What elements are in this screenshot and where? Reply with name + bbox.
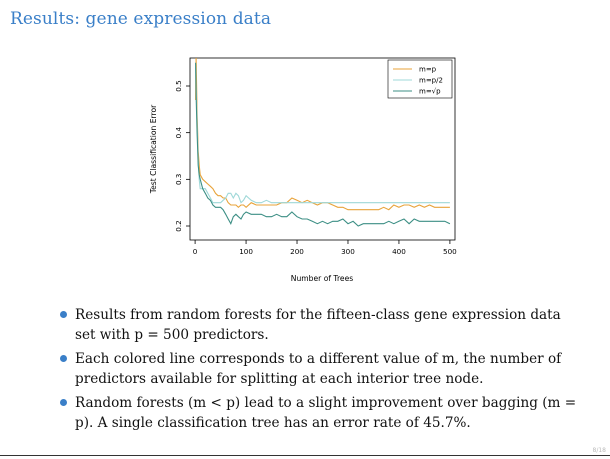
y-axis: 0.2 0.3 0.4 0.5 (174, 80, 190, 232)
series-line-m--p (195, 62, 451, 227)
bullet-text: Each colored line corresponds to a diffe… (75, 351, 562, 387)
bullet-dot-icon (60, 399, 67, 406)
legend-box (387, 59, 453, 99)
footer-rule (0, 455, 610, 456)
chart-legend: m=p m=p/2 m=√p (387, 59, 453, 99)
x-axis: 0 100 200 300 400 500 (193, 240, 457, 256)
bullet-text: Random forests (m < p) lead to a slight … (75, 395, 577, 431)
x-axis-label: Number of Trees (291, 274, 353, 283)
chart-svg: 0.2 0.3 0.4 0.5 0 100 200 300 400 500 Test Class… (149, 57, 457, 283)
legend-label: m=p (419, 66, 437, 74)
bullet-dot-icon (60, 355, 67, 362)
x-tick-label: 0 (193, 247, 198, 256)
series-line-m-p (195, 58, 450, 211)
page-number: 8/18 (592, 447, 606, 454)
error-chart: 0.2 0.3 0.4 0.5 0 100 200 300 400 500 Test Class… (140, 50, 470, 290)
y-axis-label: Test Classification Error (149, 104, 158, 194)
bullet-dot-icon (60, 311, 67, 318)
series-lines (195, 58, 451, 227)
y-tick-label: 0.3 (174, 174, 183, 185)
x-tick-label: 500 (443, 247, 457, 256)
x-tick-label: 200 (290, 247, 304, 256)
series-line-m-p-2 (195, 67, 450, 204)
bullet-item: Each colored line corresponds to a diffe… (60, 349, 580, 389)
bullet-item: Random forests (m < p) lead to a slight … (60, 393, 580, 433)
y-tick-label: 0.2 (174, 220, 183, 231)
x-tick-label: 400 (392, 247, 406, 256)
legend-label: m=p/2 (419, 77, 443, 85)
slide-title: Results: gene expression data (10, 9, 272, 29)
bullet-item: Results from random forests for the fift… (60, 305, 580, 345)
x-tick-label: 300 (341, 247, 355, 256)
plot-frame (189, 57, 456, 241)
x-tick-label: 100 (239, 247, 253, 256)
legend-label: m=√p (419, 88, 441, 96)
y-tick-label: 0.4 (174, 127, 183, 139)
y-tick-label: 0.5 (174, 80, 183, 91)
bullet-list: Results from random forests for the fift… (60, 305, 580, 437)
bullet-text: Results from random forests for the fift… (75, 307, 561, 343)
